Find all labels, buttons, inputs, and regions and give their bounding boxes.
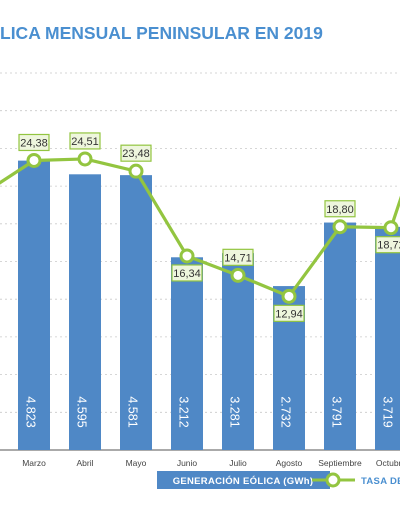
x-tick-label: Agosto <box>276 458 303 468</box>
line-value-box <box>375 236 400 254</box>
x-tick-label: Septiembre <box>318 458 362 468</box>
x-tick-label: Julio <box>229 458 247 468</box>
bar-mayo <box>120 175 152 450</box>
line-value-box <box>18 133 50 152</box>
line-marker <box>26 152 42 168</box>
line-value-box <box>171 264 203 282</box>
bar-abril <box>69 174 101 451</box>
line-value-label: 18,72 <box>377 240 400 252</box>
line-marker <box>230 267 246 283</box>
line-marker <box>383 220 399 236</box>
line-marker <box>332 219 348 235</box>
line-value-box <box>324 200 356 218</box>
legend-bar-box <box>157 471 330 489</box>
line-value-box <box>273 304 305 322</box>
legend-bar-label: GENERACIÓN EÓLICA (GWh) <box>173 475 314 487</box>
line-value-label: 24,51 <box>71 136 99 148</box>
bar-value-label: 4.823 <box>24 396 38 427</box>
x-tick-label: Mayo <box>126 458 147 468</box>
line-value-label: 14,71 <box>224 252 252 264</box>
x-tick-label: Octubre <box>376 458 400 468</box>
line-value-labels: 24,38 24,51 23,48 16,34 14,71 12,94 18,80 18,72 <box>18 132 400 322</box>
bar-value-label: 4.581 <box>126 396 140 427</box>
line-value-label: 24,38 <box>20 137 48 149</box>
line-marker <box>281 288 297 304</box>
bar-value-label: 2.732 <box>279 396 293 427</box>
legend-line-label: TASA DE <box>361 476 400 487</box>
bar-value-label: 4.595 <box>75 396 89 427</box>
x-tick-label: Abril <box>76 458 93 468</box>
x-tick-label: Junio <box>177 458 198 468</box>
chart-title: LICA MENSUAL PENINSULAR EN 2019 <box>0 23 323 43</box>
bar-marzo <box>18 160 50 450</box>
bar-value-labels: 4.823 4.595 4.581 3.212 3.281 2.732 3.791 3.719 <box>24 396 395 427</box>
legend-line-marker <box>325 472 341 488</box>
line-series <box>0 151 400 304</box>
line-marker <box>179 248 195 264</box>
line-value-label: 23,48 <box>122 148 150 160</box>
legend: GENERACIÓN EÓLICA (GWh) TASA DE <box>157 471 400 489</box>
x-axis-labels: Marzo Abril Mayo Junio Julio Agosto Septiembre… <box>22 458 400 468</box>
bar-octubre <box>375 226 400 450</box>
line-value-box <box>120 144 152 162</box>
bar-value-label: 3.281 <box>228 396 242 427</box>
bar-value-label: 3.719 <box>381 396 395 427</box>
line-marker <box>128 163 144 179</box>
bar-julio <box>222 253 254 450</box>
line-value-box <box>69 132 101 150</box>
x-tick-label: Marzo <box>22 458 46 468</box>
bar-junio <box>171 257 203 450</box>
line-value-box <box>222 248 254 266</box>
line-value-label: 16,34 <box>173 268 201 280</box>
bar-value-label: 3.212 <box>177 396 191 427</box>
bar-value-label: 3.791 <box>330 396 344 427</box>
line-value-label: 18,80 <box>326 204 354 216</box>
bar-septiembre <box>324 222 356 450</box>
line-marker <box>77 151 93 167</box>
line-value-label: 12,94 <box>275 308 303 320</box>
